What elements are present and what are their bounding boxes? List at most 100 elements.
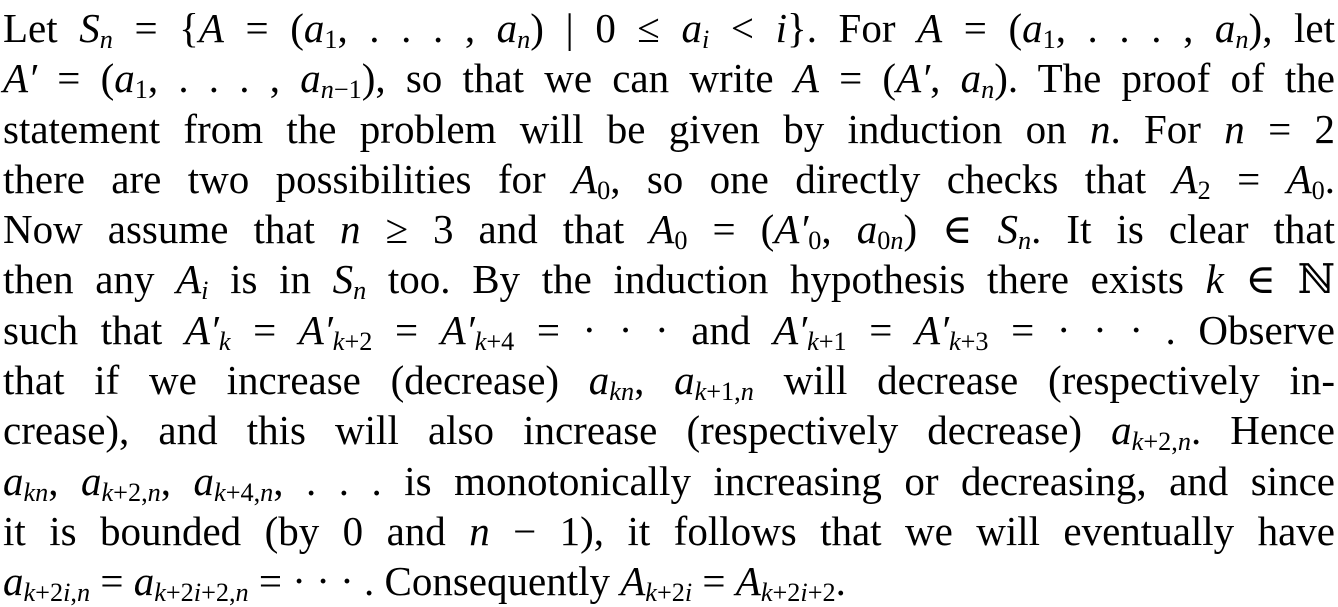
text-line: ak+2i,n = ak+2i+2,n = · · · . Consequent…: [3, 556, 1335, 606]
text-run: , so one directly checks that: [610, 155, 1173, 202]
text-run: then any: [3, 256, 177, 303]
text-run: = (: [818, 55, 897, 102]
text-run: .: [1324, 155, 1335, 202]
math-italic: a: [133, 558, 155, 605]
text-run: = · · · . Observe: [988, 306, 1336, 353]
subscript-italic: i: [193, 578, 202, 607]
text-run: ), let: [1248, 5, 1336, 51]
subscript-italic: k: [807, 326, 819, 356]
text-run: is in: [208, 256, 333, 303]
math-italic: S: [997, 206, 1019, 253]
math-italic: n: [1089, 105, 1111, 152]
subscript-roman: 0: [877, 226, 891, 256]
text-run: = {: [112, 5, 199, 51]
subscript-roman: +2,: [113, 477, 148, 507]
math-italic: A: [176, 256, 202, 303]
text-run: such that: [3, 306, 185, 353]
subscript-roman: −1: [333, 75, 362, 105]
math-italic: A′: [914, 306, 949, 353]
subscript-italic: n: [1177, 427, 1191, 457]
subscript-roman: +2,: [201, 578, 236, 607]
text-run: , . . . ,: [1055, 5, 1215, 51]
subscript-roman: 1: [134, 75, 148, 105]
text-run: = · · · and: [514, 306, 774, 353]
text-run: , . . . is monotonically increasing or d…: [273, 457, 1336, 504]
subscript-italic: i: [800, 578, 808, 607]
text-run: <: [709, 5, 776, 51]
text-run: ,: [821, 206, 857, 253]
subscript-roman: +4: [486, 326, 515, 356]
subscript-italic: k: [214, 477, 226, 507]
math-italic: A: [198, 5, 224, 51]
text-line: that if we increase (decrease) akn, ak+1…: [3, 355, 1335, 405]
subscript-roman: +2: [807, 578, 836, 607]
subscript-italic: k: [154, 578, 166, 607]
subscript-roman: +2: [772, 578, 801, 607]
text-run: ,: [634, 357, 675, 404]
subscript-roman: 0: [808, 226, 822, 256]
text-run: ) ∈: [903, 206, 998, 253]
subscript-italic: n: [1235, 25, 1249, 55]
math-italic: a: [960, 55, 982, 102]
subscript-italic: n: [981, 75, 995, 105]
text-run: that if we increase (decrease): [3, 357, 589, 404]
subscript-italic: n: [353, 276, 367, 306]
math-italic: i: [775, 5, 788, 51]
text-run: ,: [930, 55, 961, 102]
math-italic: a: [588, 357, 610, 404]
text-line: there are two possibilities for A0, so o…: [3, 154, 1335, 204]
math-italic: a: [303, 5, 325, 51]
subscript-italic: n: [1018, 226, 1032, 256]
math-italic: a: [496, 5, 518, 51]
text-run: Now assume that: [3, 206, 340, 253]
subscript-italic: k: [218, 326, 231, 356]
subscript-italic: kn: [609, 377, 635, 407]
text-line: A′ = (a1, . . . , an−1), so that we can …: [3, 53, 1335, 103]
text-run: ∈ ℕ: [1223, 256, 1336, 303]
math-italic: k: [1205, 256, 1224, 303]
subscript-italic: n: [740, 377, 754, 407]
text-run: .: [835, 558, 846, 605]
text-line: Now assume that n ≥ 3 and that A0 = (A′0…: [3, 204, 1335, 254]
subscript-roman: +1: [818, 326, 847, 356]
math-italic: n: [1224, 105, 1245, 152]
text-run: =: [90, 558, 134, 605]
subscript-italic: k: [332, 326, 345, 356]
text-run: crease), and this will also increase (re…: [3, 407, 1112, 454]
math-italic: a: [1111, 407, 1132, 454]
subscript-italic: n: [99, 25, 113, 55]
text-line: Let Sn = {A = (a1, . . . , an) | 0 ≤ ai …: [3, 3, 1335, 53]
math-italic: S: [332, 256, 354, 303]
math-italic: a: [856, 206, 878, 253]
subscript-italic: i: [201, 276, 209, 306]
subscript-italic: k: [101, 477, 114, 507]
text-run: =: [372, 306, 441, 353]
subscript-roman: 2: [1197, 175, 1211, 205]
math-italic: A: [917, 5, 943, 51]
subscript-italic: k: [645, 578, 657, 607]
math-italic: A′: [298, 306, 333, 353]
text-run: = (: [942, 5, 1023, 51]
subscript-roman: 0: [1311, 175, 1325, 205]
math-italic: A′: [440, 306, 475, 353]
math-italic: A: [1286, 155, 1312, 202]
text-line: it is bounded (by 0 and n − 1), it follo…: [3, 506, 1335, 556]
math-italic: A′: [896, 55, 931, 102]
text-line: such that A′k = A′k+2 = A′k+4 = · · · an…: [3, 305, 1335, 355]
subscript-italic: k: [1131, 427, 1144, 457]
math-italic: a: [681, 5, 703, 51]
subscript-roman: 1: [1042, 25, 1056, 55]
text-run: − 1), it follows that we will eventually…: [489, 507, 1335, 554]
math-italic: A: [793, 55, 819, 102]
math-italic: A′: [3, 55, 38, 102]
text-run: . For: [1110, 105, 1225, 152]
text-run: ,: [160, 457, 194, 504]
text-line: then any Ai is in Sn too. By the inducti…: [3, 254, 1335, 304]
text-run: Let: [3, 5, 80, 51]
math-italic: a: [674, 357, 695, 404]
text-run: ≥ 3 and that: [360, 206, 650, 253]
text-run: = (: [687, 206, 775, 253]
math-italic: A: [620, 558, 646, 605]
subscript-roman: ,: [70, 578, 77, 607]
text-run: = (: [37, 55, 115, 102]
